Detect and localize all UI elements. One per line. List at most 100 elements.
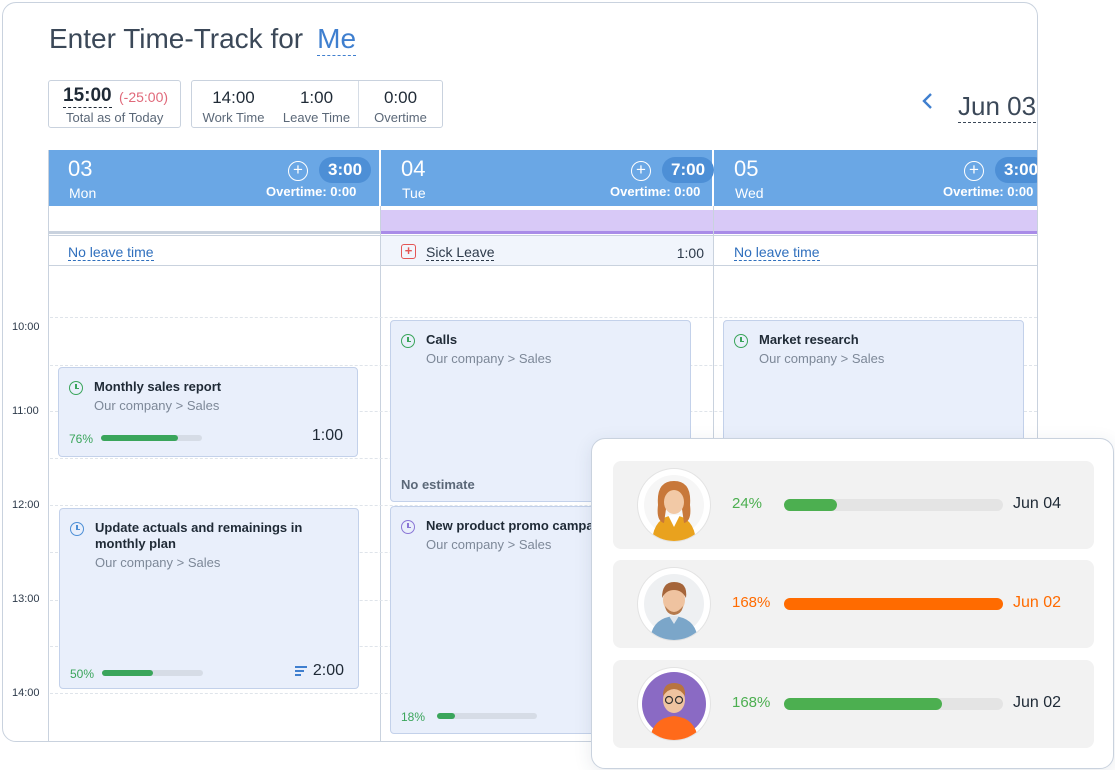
user-date: Jun 02: [1013, 594, 1062, 611]
user-percent: 24%: [732, 495, 763, 512]
total-label: Total as of Today: [66, 110, 164, 125]
workload-popup: 24% Jun 04 168% Jun 02: [591, 438, 1114, 769]
avatar: [638, 469, 710, 541]
task-path: Our company > Sales: [95, 555, 221, 570]
task-title: Market research: [759, 332, 859, 347]
work-time-stat: 14:00 Work Time: [192, 81, 275, 127]
clock-icon: [401, 520, 415, 534]
task-percent: 50%: [70, 667, 95, 681]
time-breakdown: 14:00 Work Time 1:00 Leave Time 0:00 Ove…: [191, 80, 443, 128]
task-path: Our company > Sales: [94, 398, 220, 413]
day-name: Tue: [402, 185, 426, 201]
day-name: Wed: [735, 185, 764, 201]
task-card-monthly-sales[interactable]: Monthly sales report Our company > Sales…: [58, 367, 358, 457]
total-summary: 15:00 (-25:00) Total as of Today: [48, 80, 181, 128]
leave-time-value: 1:00: [299, 88, 334, 107]
clock-icon: [69, 381, 83, 395]
task-progress-fill: [437, 713, 455, 719]
leave-row-tue: + Sick Leave 1:00: [381, 235, 714, 266]
time-track-window: Enter Time-Track for Me 15:00 (-25:00) To…: [2, 2, 1038, 742]
current-date[interactable]: Jun 03: [958, 91, 1037, 123]
task-progress-fill: [101, 435, 178, 441]
leave-row-wed: No leave time: [714, 235, 1037, 266]
task-card-update-actuals[interactable]: Update actuals and remainings in monthly…: [59, 508, 359, 689]
user-row[interactable]: 24% Jun 04: [613, 461, 1094, 549]
day-number: 03: [68, 156, 93, 181]
task-percent: 18%: [401, 710, 426, 724]
task-progress-bar: [437, 713, 537, 719]
total-delta: (-25:00): [119, 89, 169, 105]
clock-icon: [734, 334, 748, 348]
day-header-mon: 03 Mon + 3:00 Overtime: 0:00: [48, 150, 379, 206]
task-progress-bar: [102, 670, 203, 676]
day-name: Mon: [69, 185, 97, 201]
overtime-value: 0:00: [383, 88, 418, 107]
task-percent: 76%: [69, 432, 94, 446]
day-total: 3:00: [995, 157, 1037, 183]
sick-leave-time: 1:00: [676, 245, 704, 261]
task-progress-fill: [102, 670, 153, 676]
user-percent: 168%: [732, 694, 771, 711]
task-progress-bar: [101, 435, 202, 441]
day-number: 04: [401, 156, 426, 181]
task-title: Update actuals and remainings in monthly…: [95, 520, 303, 551]
user-selector[interactable]: Me: [317, 23, 357, 56]
clock-icon: [401, 334, 415, 348]
task-card-market-research[interactable]: Market research Our company > Sales: [723, 320, 1024, 450]
task-path: Our company > Sales: [426, 351, 552, 366]
hour-gridline: [50, 317, 1037, 318]
day-total: 7:00: [662, 157, 715, 183]
user-percent: 168%: [732, 594, 771, 611]
day-total: 3:00: [319, 157, 372, 183]
time-label: 11:00: [12, 405, 39, 417]
overtime-label: Overtime: [374, 110, 427, 125]
page-title-text: Enter Time-Track for: [49, 23, 304, 54]
day-header-wed: 05 Wed + 3:00 Overtime: 0:00: [714, 150, 1037, 206]
time-label: 14:00: [12, 687, 40, 699]
chevron-left-icon[interactable]: [921, 89, 935, 117]
notes-icon: [295, 666, 307, 676]
time-label: 12:00: [12, 499, 40, 511]
workload-bar: [784, 698, 1003, 710]
user-row[interactable]: 168% Jun 02: [613, 560, 1094, 648]
hour-gridline: [50, 505, 1037, 506]
column-divider: [48, 150, 49, 741]
no-leave-link[interactable]: No leave time: [734, 244, 820, 261]
time-label: 10:00: [12, 321, 40, 333]
user-row[interactable]: 168% Jun 02: [613, 660, 1094, 748]
add-entry-icon[interactable]: +: [631, 161, 651, 181]
day-overtime: Overtime: 0:00: [610, 184, 701, 199]
day-number: 05: [734, 156, 759, 181]
total-value[interactable]: 15:00: [63, 85, 112, 108]
sick-leave-label[interactable]: Sick Leave: [426, 244, 495, 261]
user-date: Jun 02: [1013, 694, 1062, 711]
overtime-stat: 0:00 Overtime: [358, 81, 442, 127]
leave-strip-mon: [48, 210, 381, 234]
medical-cross-icon: +: [401, 244, 416, 259]
time-label: 13:00: [12, 593, 40, 605]
leave-row-mon: No leave time: [48, 235, 381, 266]
avatar: [638, 668, 710, 740]
no-leave-link[interactable]: No leave time: [68, 244, 154, 261]
workload-bar: [784, 499, 1003, 511]
task-path: Our company > Sales: [759, 351, 885, 366]
leave-time-label: Leave Time: [282, 110, 351, 125]
column-divider: [380, 206, 381, 741]
day-overtime: Overtime: 0:00: [943, 184, 1034, 199]
work-time-value: 14:00: [212, 88, 255, 107]
leave-strip-tue-wed: [381, 210, 1037, 234]
task-title: New product promo campaign: [426, 518, 614, 533]
workload-fill: [784, 598, 1003, 610]
task-time: 2:00: [312, 662, 344, 679]
day-header-tue: 04 Tue + 7:00 Overtime: 0:00: [381, 150, 715, 206]
task-time: 1:00: [311, 427, 343, 444]
add-entry-icon[interactable]: +: [288, 161, 308, 181]
task-title: Calls: [426, 332, 458, 347]
task-title: Monthly sales report: [94, 379, 222, 394]
user-date: Jun 04: [1013, 495, 1062, 512]
page-title: Enter Time-Track for Me: [49, 23, 357, 56]
add-entry-icon[interactable]: +: [964, 161, 984, 181]
task-path: Our company > Sales: [426, 537, 552, 552]
workload-fill: [784, 499, 837, 511]
avatar: [638, 568, 710, 640]
